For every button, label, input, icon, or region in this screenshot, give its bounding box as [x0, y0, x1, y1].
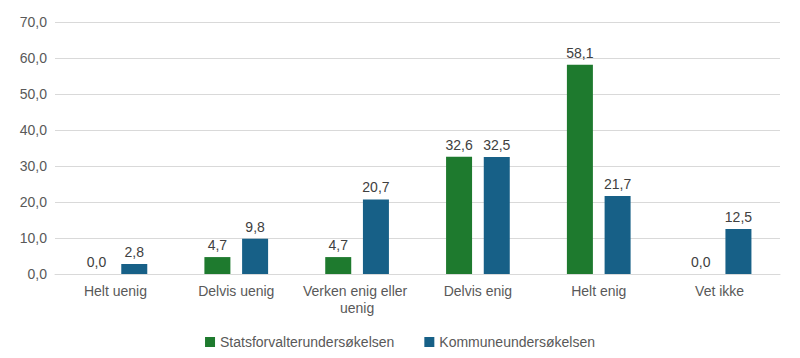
svg-text:0,0: 0,0 [87, 254, 107, 270]
svg-text:58,1: 58,1 [566, 45, 593, 61]
svg-text:Kommuneundersøkelsen: Kommuneundersøkelsen [439, 334, 595, 350]
svg-text:uenig: uenig [340, 300, 374, 316]
svg-text:60,0: 60,0 [20, 50, 47, 66]
svg-text:2,8: 2,8 [125, 244, 145, 260]
svg-text:Delvis uenig: Delvis uenig [198, 283, 274, 299]
svg-text:20,0: 20,0 [20, 194, 47, 210]
svg-text:0,0: 0,0 [691, 254, 711, 270]
svg-text:Delvis enig: Delvis enig [444, 283, 512, 299]
svg-text:0,0: 0,0 [28, 266, 48, 282]
svg-text:Statsforvalterundersøkelsen: Statsforvalterundersøkelsen [220, 334, 394, 350]
svg-text:40,0: 40,0 [20, 122, 47, 138]
svg-text:Helt uenig: Helt uenig [84, 283, 147, 299]
svg-text:Vet ikke: Vet ikke [695, 283, 744, 299]
svg-text:4,7: 4,7 [208, 237, 228, 253]
svg-text:Verken enig eller: Verken enig eller [303, 283, 411, 299]
svg-text:50,0: 50,0 [20, 86, 47, 102]
svg-text:32,6: 32,6 [445, 137, 472, 153]
svg-text:21,7: 21,7 [604, 176, 631, 192]
svg-text:20,7: 20,7 [362, 179, 389, 195]
svg-text:4,7: 4,7 [328, 237, 348, 253]
svg-text:12,5: 12,5 [725, 209, 752, 225]
svg-text:10,0: 10,0 [20, 230, 47, 246]
svg-text:32,5: 32,5 [483, 137, 510, 153]
svg-text:70,0: 70,0 [20, 14, 47, 30]
svg-text:Helt enig: Helt enig [571, 283, 626, 299]
svg-text:30,0: 30,0 [20, 158, 47, 174]
svg-text:9,8: 9,8 [245, 219, 265, 235]
